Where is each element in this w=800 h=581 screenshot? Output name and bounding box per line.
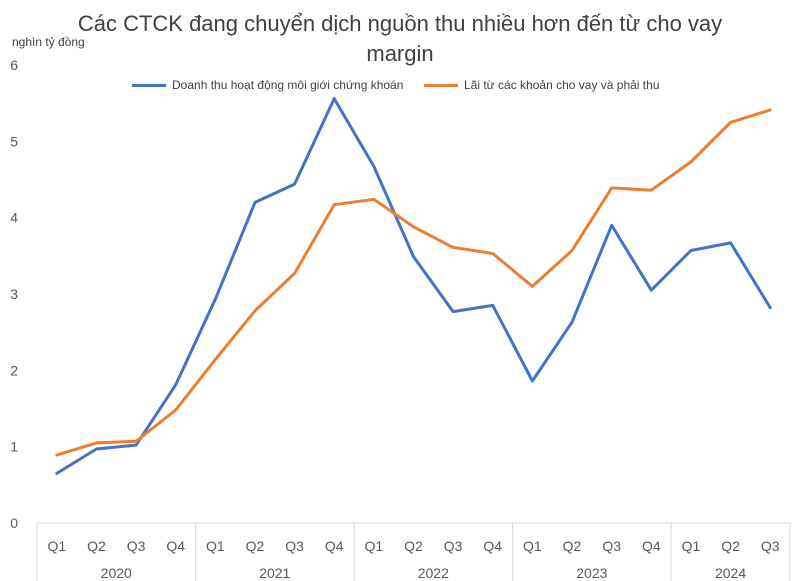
data-point-lending (214, 358, 217, 361)
data-point-brokerage (729, 241, 732, 245)
data-point-brokerage (333, 97, 336, 100)
chart-title-line2: margin (366, 41, 434, 66)
data-point-brokerage (689, 249, 693, 252)
x-tick-label-year: 2022 (418, 565, 449, 581)
series-line-brokerage (55, 97, 772, 475)
data-point-lending (610, 186, 613, 190)
x-tick-label-quarter: Q4 (483, 538, 502, 554)
y-tick-label: 6 (10, 57, 18, 73)
x-tick-label-quarter: Q1 (206, 538, 225, 554)
legend-item-lending: Lãi từ các khoản cho vay và phải thu (424, 78, 660, 92)
x-tick-label-quarter: Q4 (166, 538, 185, 554)
x-tick-label-quarter: Q2 (404, 538, 423, 554)
data-point-lending (531, 285, 534, 288)
x-tick-label-quarter: Q2 (721, 538, 740, 554)
data-point-lending (333, 203, 336, 206)
y-tick-label: 0 (10, 515, 18, 531)
data-point-brokerage (134, 443, 138, 447)
y-axis-unit-label: nghìn tỷ đồng (12, 35, 85, 49)
data-point-lending (491, 252, 494, 255)
data-point-lending (729, 121, 732, 124)
data-point-lending (412, 225, 415, 229)
data-point-lending (174, 408, 177, 412)
data-point-lending (253, 309, 257, 312)
x-tick-label-year: 2021 (259, 565, 290, 581)
data-point-brokerage (768, 306, 772, 309)
y-tick-label: 4 (10, 210, 18, 226)
legend-label-brokerage: Doanh thu hoạt động môi giới chứng khoán (172, 78, 404, 92)
x-tick-label-year: 2020 (101, 565, 132, 581)
data-point-brokerage (214, 298, 217, 301)
data-point-lending (55, 453, 59, 457)
data-point-brokerage (253, 201, 257, 204)
chart-title-line1: Các CTCK đang chuyển dịch nguồn thu nhiề… (77, 11, 723, 36)
y-tick-label: 1 (10, 439, 18, 455)
legend-swatch-lending (424, 83, 458, 87)
data-point-lending (95, 441, 98, 445)
data-point-brokerage (610, 224, 613, 227)
x-tick-label-quarter: Q3 (127, 538, 146, 554)
data-point-lending (689, 160, 693, 164)
data-point-brokerage (174, 383, 177, 387)
legend-swatch-brokerage (132, 83, 166, 87)
x-tick-label-year: 2023 (576, 565, 607, 581)
y-tick-label: 2 (10, 362, 18, 378)
x-tick-label-quarter: Q3 (761, 538, 780, 554)
x-tick-label-quarter: Q2 (246, 538, 265, 554)
data-point-lending (293, 272, 296, 275)
x-tick-label-quarter: Q1 (682, 538, 701, 554)
x-tick-label-quarter: Q4 (325, 538, 344, 554)
x-tick-label-quarter: Q1 (47, 538, 66, 554)
x-tick-label-quarter: Q4 (642, 538, 661, 554)
x-tick-label-quarter: Q3 (602, 538, 621, 554)
data-point-brokerage (451, 310, 455, 313)
data-point-brokerage (650, 288, 653, 292)
data-point-lending (570, 249, 574, 252)
x-tick-label-year: 2024 (715, 565, 746, 581)
legend-item-brokerage: Doanh thu hoạt động môi giới chứng khoán (132, 78, 403, 92)
data-point-brokerage (412, 255, 415, 258)
x-tick-label-quarter: Q3 (444, 538, 463, 554)
data-point-brokerage (372, 165, 376, 168)
x-tick-label-quarter: Q1 (365, 538, 384, 554)
y-tick-label: 5 (10, 133, 18, 149)
data-point-brokerage (293, 182, 296, 186)
x-tick-label-quarter: Q1 (523, 538, 542, 554)
data-point-lending (451, 246, 455, 249)
data-point-brokerage (491, 304, 494, 307)
x-tick-label-quarter: Q2 (87, 538, 106, 554)
legend: Doanh thu hoạt động môi giới chứng khoán… (0, 78, 800, 98)
data-point-lending (650, 188, 653, 192)
legend-label-lending: Lãi từ các khoản cho vay và phải thu (464, 78, 660, 92)
data-point-lending (372, 198, 376, 201)
y-tick-label: 3 (10, 286, 18, 302)
x-tick-label-quarter: Q3 (285, 538, 304, 554)
data-point-brokerage (95, 447, 98, 451)
data-point-lending (768, 108, 772, 112)
data-point-brokerage (55, 472, 59, 475)
data-point-lending (134, 440, 138, 443)
data-point-brokerage (531, 379, 534, 383)
x-tick-label-quarter: Q2 (563, 538, 582, 554)
data-point-brokerage (570, 321, 574, 324)
